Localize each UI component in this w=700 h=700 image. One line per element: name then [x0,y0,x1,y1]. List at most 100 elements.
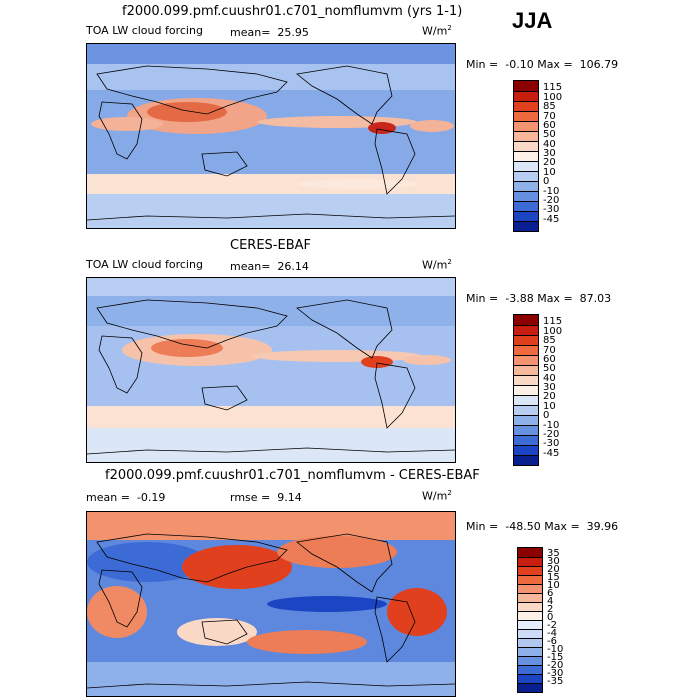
panel1-colorbar-block [514,211,538,221]
panel2-colorbar-block [514,385,538,395]
panel2-colorbar-block [514,365,538,375]
panel2-colorbar-label: 115 [543,316,563,328]
panel3-minmax: Min = -48.50 Max = 39.96 [466,520,619,533]
panel1-colorbar-label: 20 [543,157,556,169]
panel2-mean-label: mean= 26.14 [230,260,309,273]
panel3-colorbar-block [518,575,542,584]
panel1-colorbar-block [514,151,538,161]
panel2-antarctic-band [87,428,455,462]
panel3-colorbar-block [518,683,542,692]
panel3-colorbar-label: 10 [547,580,560,591]
panel2-colorbar-label: 10 [543,400,556,412]
panel2-units: W/m2 [422,258,452,272]
panel3-colorbar-label: 20 [547,564,560,575]
panel2-colorbar-block [514,355,538,365]
panel3-colorbar-label: -6 [547,636,557,647]
panel2-colorbar-label: 20 [543,391,556,403]
panel3-map [86,511,456,697]
panel2-colorbar-block [514,315,538,325]
panel3-colorbar-label: 6 [547,588,554,599]
panel2-minmax: Min = -3.88 Max = 87.03 [466,292,612,305]
panel3-spac-pos [247,630,367,654]
panel1-colorbar-block [514,181,538,191]
panel3-colorbar-block [518,602,542,611]
panel2-colorbar-block [514,335,538,345]
panel2-colorbar-block [514,395,538,405]
panel3-colorbar-block [518,593,542,602]
panel1-minmax: Min = -0.10 Max = 106.79 [466,58,619,71]
panel2-map [86,277,456,463]
panel3-colorbar-block [518,611,542,620]
panel1-colorbar-block [514,81,538,91]
panel3-npac-pos [277,536,397,568]
panel2-colorbar-label: 0 [543,410,550,422]
panel1-colorbar-block [514,101,538,111]
panel2-colorbar-block [514,375,538,385]
panel2-mean-value: 26.14 [277,260,309,273]
panel3-colorbar-block [518,665,542,674]
panel1-units: W/m2 [422,24,452,38]
panel3-colorbar-label: 30 [547,556,560,567]
panel1-mean-value: 25.95 [277,26,309,39]
panel2-atlantic-itcz [403,355,451,365]
panel1-colorbar-label: 70 [543,110,556,122]
panel2-colorbar-label: 50 [543,363,556,375]
panel1-atlantic-itcz [410,120,454,132]
panel2-colorbar-block [514,415,538,425]
panel1-colorbar-block [514,161,538,171]
panel3-mean-value: -0.19 [136,491,166,504]
panel2-colorbar-label: 100 [543,325,563,337]
panel3-colorbar-block [518,647,542,656]
panel3-colorbar-label: -10 [547,644,564,655]
season-label: JJA [512,8,553,33]
panel3-asia-pos [182,545,292,589]
panel3-antarctic-band [87,662,455,696]
panel3-colorbar-block [518,584,542,593]
panel3-arctic-band [87,512,455,540]
panel1-colorbar-label: 10 [543,166,556,178]
panel1-colorbar-block [514,131,538,141]
panel2-colorbar-label: -10 [543,419,560,431]
panel2-colorbar-block [514,325,538,335]
panel3-colorbar-block [518,548,542,557]
panel1-colorbar-label: -10 [543,185,560,197]
panel1-south-pacific [297,179,417,189]
panel1-variable-label: TOA LW cloud forcing [86,24,203,37]
panel2-colorbar-block [514,455,538,465]
panel1-south-storm-track [87,174,455,194]
panel2-colorbar-block [514,435,538,445]
panel3-colorbar-block [518,629,542,638]
panel1-colorbar-label: 30 [543,148,556,159]
panel3-colorbar-label: 15 [547,572,560,583]
panel2-arctic-band [87,278,455,296]
panel2-pacific-itcz [252,350,422,362]
panel2-colorbar-block [514,425,538,435]
panel3-colorbar-label: 0 [547,612,554,623]
panel3-colorbar-label: 4 [547,596,554,607]
panel3-mean-label: mean = -0.19 [86,491,166,504]
panel2-warmpool-core [151,339,223,357]
panel1-colorbar-label: 60 [543,119,556,131]
panel2-variable-label: TOA LW cloud forcing [86,258,203,271]
panel3-colorbar [517,547,543,693]
panel2-colorbar-label: 70 [543,344,556,356]
panel3-itcz-neg [267,596,387,612]
panel3-colorbar-block [518,557,542,566]
panel2-colorbar [513,314,539,466]
panel1-warmpool-core [147,102,227,122]
panel1-antarctic-band [87,194,455,228]
panel1-colorbar-label: 0 [543,176,550,188]
panel1-africa-itcz [91,117,163,131]
panel2-colorbar-label: 60 [543,353,556,365]
panel1-colorbar-block [514,191,538,201]
panel1-map-svg [87,44,455,228]
panel3-colorbar-label: -4 [547,628,557,639]
panel2-colorbar-label: 85 [543,335,556,347]
panel1-coastlines [87,65,455,221]
panel1-colorbar-block [514,111,538,121]
panel2-colorbar-block [514,345,538,355]
panel2-coastlines [87,299,455,455]
panel1-colorbar-label: 115 [543,82,563,94]
panel3-colorbar-block [518,620,542,629]
panel1-colorbar-label: 50 [543,129,556,141]
